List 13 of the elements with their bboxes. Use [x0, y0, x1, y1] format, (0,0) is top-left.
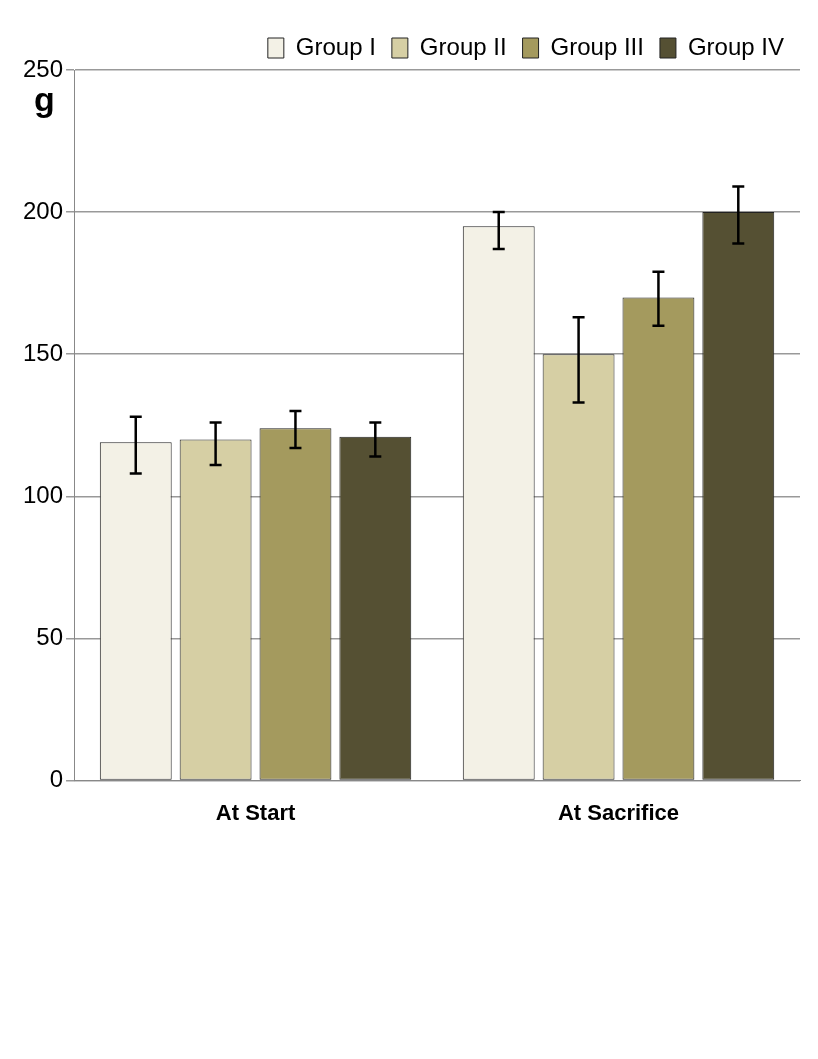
x-tick-label: At Start: [215, 799, 296, 825]
legend-label: Group III: [550, 32, 644, 60]
y-tick-label: 0: [49, 765, 64, 793]
y-tick-label: 250: [23, 54, 64, 82]
x-tick-label: At Sacrifice: [557, 799, 680, 825]
legend-label: Group IV: [687, 32, 784, 60]
y-tick-label: 150: [23, 338, 64, 366]
y-tick-label: 100: [23, 480, 64, 508]
legend-label: Group I: [295, 32, 376, 60]
legend-label: Group II: [419, 32, 507, 60]
y-tick-label: 50: [36, 623, 64, 651]
y-axis-title: g: [34, 80, 55, 119]
y-tick-label: 200: [23, 196, 64, 224]
